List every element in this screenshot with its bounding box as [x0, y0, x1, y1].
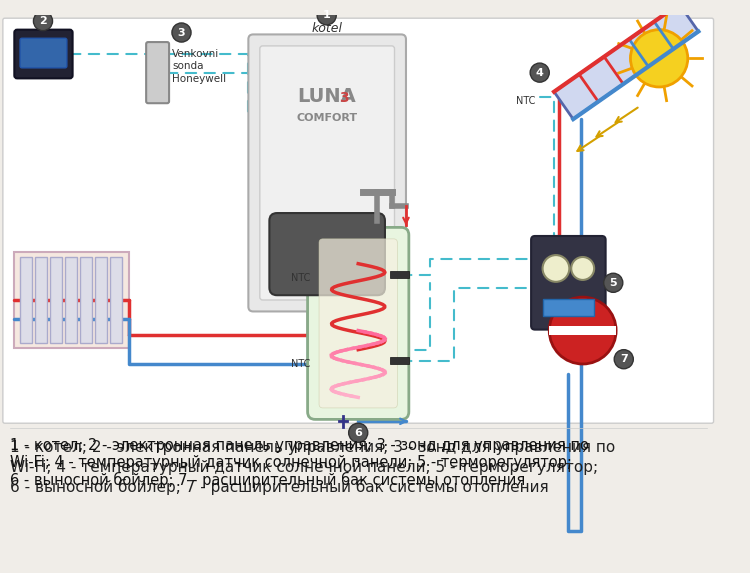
FancyBboxPatch shape	[14, 252, 129, 348]
Bar	[542, 299, 594, 316]
Text: 2: 2	[39, 16, 46, 26]
Bar	[35, 257, 47, 343]
Bar	[95, 257, 107, 343]
FancyBboxPatch shape	[308, 227, 409, 419]
Circle shape	[349, 423, 368, 442]
Text: 6: 6	[354, 428, 362, 438]
Text: Wi-Fi; 4 - температурный датчик солнечной панели; 5 - терморегулятор;: Wi-Fi; 4 - температурный датчик солнечно…	[10, 460, 598, 474]
Bar	[65, 257, 77, 343]
Bar	[110, 257, 122, 343]
Text: NTC: NTC	[516, 96, 535, 107]
Circle shape	[631, 30, 688, 87]
Text: 3: 3	[178, 28, 185, 37]
FancyBboxPatch shape	[260, 46, 394, 300]
Text: kotel: kotel	[311, 22, 342, 35]
FancyBboxPatch shape	[146, 42, 169, 103]
Text: COMFORT: COMFORT	[296, 112, 357, 123]
Text: Wi-Fi; 4 - температурный датчик солнечной панели; 5 - терморегулятор;: Wi-Fi; 4 - температурный датчик солнечно…	[10, 455, 572, 470]
Text: 1: 1	[322, 10, 331, 20]
Circle shape	[530, 63, 549, 82]
FancyBboxPatch shape	[20, 38, 67, 68]
Text: Honeywell: Honeywell	[172, 73, 226, 84]
Text: 1 - котел; 2 - электронная панель управления; 3 - зонд для управления по: 1 - котел; 2 - электронная панель управл…	[10, 441, 615, 456]
Text: 5: 5	[610, 278, 617, 288]
Bar	[390, 272, 409, 278]
Text: 7: 7	[620, 354, 628, 364]
Bar	[390, 358, 409, 364]
FancyBboxPatch shape	[319, 239, 398, 408]
Text: 1 - котел; 2 - электронная панель управления; 3 - зонд для управления по: 1 - котел; 2 - электронная панель управл…	[10, 438, 589, 453]
Circle shape	[604, 273, 622, 292]
Text: 4: 4	[536, 68, 544, 77]
Text: 6 - выносной бойлер; 7 - расширительный бак системы отопления: 6 - выносной бойлер; 7 - расширительный …	[10, 478, 548, 494]
Circle shape	[572, 257, 594, 280]
Text: sonda: sonda	[172, 61, 203, 71]
Circle shape	[549, 297, 616, 364]
Bar	[549, 326, 616, 335]
FancyBboxPatch shape	[3, 18, 713, 423]
FancyBboxPatch shape	[269, 213, 385, 295]
Bar	[50, 257, 62, 343]
Polygon shape	[554, 4, 698, 119]
Bar	[80, 257, 92, 343]
Circle shape	[542, 255, 569, 282]
Bar	[20, 257, 32, 343]
Circle shape	[34, 11, 53, 30]
Circle shape	[614, 350, 633, 369]
FancyBboxPatch shape	[14, 30, 73, 79]
Circle shape	[317, 6, 336, 25]
Text: LUNA: LUNA	[297, 87, 356, 106]
Text: NTC: NTC	[291, 359, 310, 369]
Text: 6 - выносной бойлер; 7 - расширительный бак системы отопления: 6 - выносной бойлер; 7 - расширительный …	[10, 472, 525, 488]
Text: Venkovni: Venkovni	[172, 49, 219, 59]
Text: NTC: NTC	[291, 273, 310, 283]
Circle shape	[172, 23, 191, 42]
FancyBboxPatch shape	[248, 34, 406, 312]
FancyBboxPatch shape	[531, 236, 605, 329]
Text: 3: 3	[339, 92, 349, 105]
